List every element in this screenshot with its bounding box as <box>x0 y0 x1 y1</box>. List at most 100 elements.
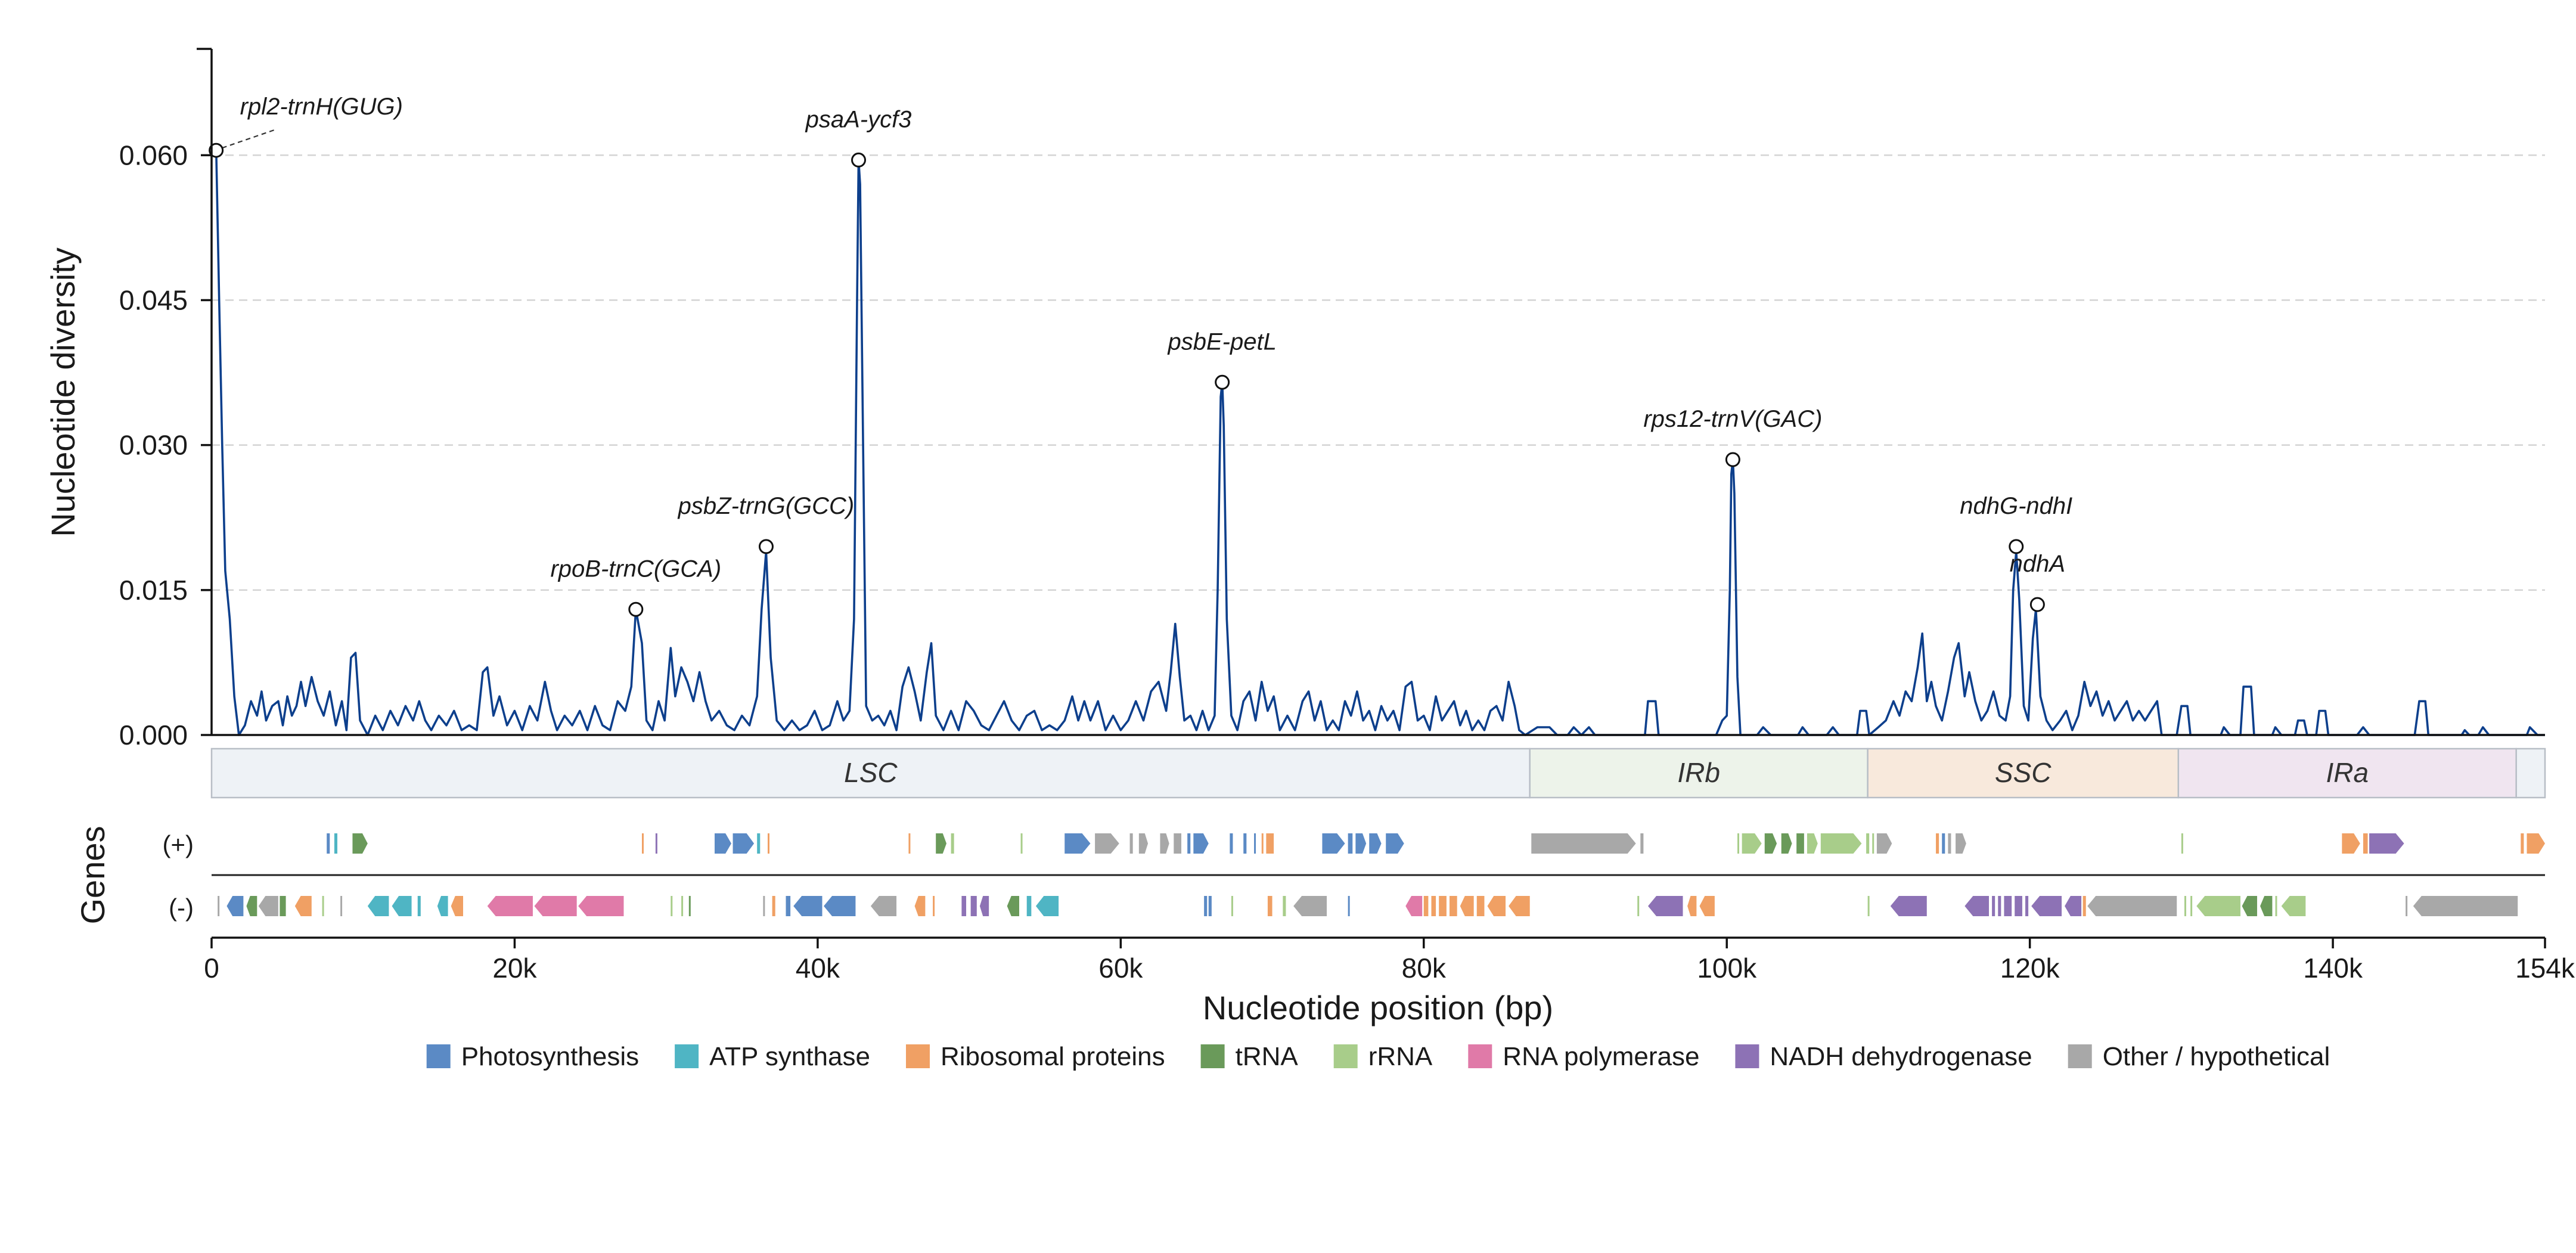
gene-arrow <box>1355 833 1367 854</box>
gene-arrow <box>352 833 368 854</box>
peak-marker <box>1215 374 1230 390</box>
gene-arrow <box>1699 896 1715 916</box>
gene-block <box>340 896 343 916</box>
gene-block <box>1230 833 1233 854</box>
region-label: IRb <box>1677 757 1720 788</box>
gene-block <box>1998 896 2001 916</box>
legend-swatch <box>906 1044 930 1068</box>
gene-block <box>2184 896 2186 916</box>
gene-arrow <box>578 896 624 916</box>
gene-arrow <box>1405 896 1423 916</box>
gene-arrow <box>1064 833 1091 854</box>
peak-marker <box>209 142 224 158</box>
gene-arrow <box>487 896 533 916</box>
gene-arrow <box>733 833 755 854</box>
gene-arrow <box>1764 833 1777 854</box>
y-tick-label: 0.045 <box>119 284 188 315</box>
x-tick-label: 80k <box>1402 953 1447 984</box>
x-axis-title: Nucleotide position (bp) <box>1203 989 1553 1026</box>
peak-marker <box>628 601 644 617</box>
gene-arrow <box>246 896 257 916</box>
peak-label: psbE-petL <box>1167 328 1276 355</box>
gene-arrow <box>936 833 946 854</box>
gene-block <box>1948 833 1951 854</box>
gene-arrow <box>2065 896 2082 916</box>
region-bar: LSC IRb SSC IRa <box>210 748 2546 799</box>
gene-arrow <box>1890 896 1927 916</box>
x-tick-label: 100k <box>1697 953 1757 984</box>
gene-arrow <box>367 896 389 916</box>
gene-arrow <box>451 896 464 916</box>
gene-arrow <box>2242 896 2257 916</box>
y-ticks: 0.000 0.015 0.030 0.045 0.060 <box>119 139 212 750</box>
gene-arrow <box>1509 896 1530 916</box>
peak-label: psbZ-trnG(GCC) <box>678 493 855 519</box>
legend-swatch <box>1333 1044 1358 1068</box>
gene-arrow <box>2260 896 2273 916</box>
gene-arrow <box>534 896 577 916</box>
gene-block <box>1796 833 1804 854</box>
gene-arrow <box>2369 833 2404 854</box>
legend-item: Photosynthesis <box>426 1042 639 1071</box>
gene-arrow <box>1160 833 1169 854</box>
y-tick-label: 0.060 <box>119 139 188 170</box>
x-tick-label: 20k <box>492 953 537 984</box>
gene-block <box>2406 896 2408 916</box>
gene-arrow <box>1322 833 1345 854</box>
legend-label: Other / hypothetical <box>2103 1042 2330 1071</box>
peak-marker <box>758 539 774 554</box>
x-tick-label: 140k <box>2303 953 2363 984</box>
gene-block <box>1208 896 1212 916</box>
region-segment <box>1867 748 2180 799</box>
gene-block <box>1129 833 1133 854</box>
gene-block <box>757 833 761 854</box>
gene-arrow <box>1487 896 1506 916</box>
legend-label: ATP synthase <box>709 1042 870 1071</box>
region-label: IRa <box>2326 757 2369 788</box>
gene-block <box>1243 833 1247 854</box>
peak-leader-line <box>222 129 276 149</box>
peak-label: ndhA <box>2010 551 2065 577</box>
region-segment <box>2177 748 2517 799</box>
gene-block <box>1637 896 1640 916</box>
gene-arrow <box>1876 833 1892 854</box>
grid-lines <box>212 154 2545 591</box>
gene-block <box>688 896 691 916</box>
gene-block <box>417 896 421 916</box>
gene-block <box>1737 833 1740 854</box>
gene-arrow <box>2413 896 2518 916</box>
gene-arrow <box>1807 833 1818 854</box>
legend-item: RNA polymerase <box>1468 1042 1699 1071</box>
legend-label: RNA polymerase <box>1503 1042 1699 1071</box>
gene-block <box>1204 896 1208 916</box>
gene-arrow <box>1956 833 1966 854</box>
gene-block <box>1267 896 1273 916</box>
x-ticks: 0 20k 40k 60k 80k 100k 120k 140k 154k <box>204 938 2575 984</box>
gene-arrow <box>1964 896 1990 916</box>
gene-block <box>218 896 220 916</box>
gene-block <box>1867 896 1870 916</box>
gene-arrow <box>1742 833 1762 854</box>
peak-marker <box>851 152 867 168</box>
gene-block <box>1254 833 1256 854</box>
gene-block <box>2275 896 2277 916</box>
x-tick-label: 0 <box>204 953 219 984</box>
region-segment <box>2515 748 2546 799</box>
gene-block <box>2015 896 2022 916</box>
gene-arrow <box>2031 896 2062 916</box>
legend-label: tRNA <box>1236 1042 1299 1071</box>
gene-block <box>908 833 911 854</box>
gene-block <box>933 896 935 916</box>
gene-arrow <box>437 896 448 916</box>
gene-block <box>334 833 338 854</box>
gene-block <box>1431 896 1436 916</box>
legend-label: NADH dehydrogenase <box>1770 1042 2032 1071</box>
gene-arrow <box>2342 833 2360 854</box>
gene-block <box>1026 896 1032 916</box>
peak-label: rpl2-trnH(GUG) <box>240 94 403 120</box>
gene-block <box>1942 833 1945 854</box>
diversity-series <box>212 144 2545 736</box>
region-label: SSC <box>1995 757 2052 788</box>
gene-block <box>2190 896 2193 916</box>
